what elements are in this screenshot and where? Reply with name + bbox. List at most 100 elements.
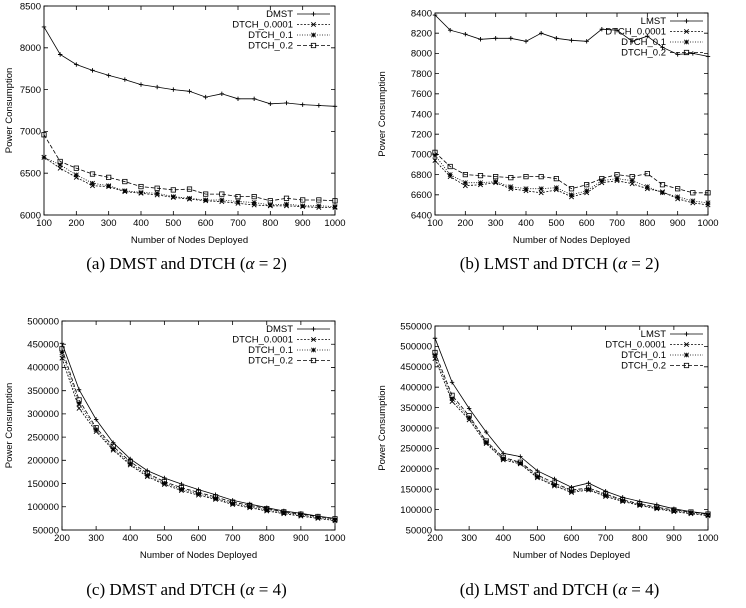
data-point [59, 346, 65, 352]
caption-a-suffix: = 2) [254, 254, 287, 273]
legend-marker [684, 18, 689, 24]
data-point [500, 454, 506, 460]
data-point [675, 52, 680, 57]
x-tick-label: 600 [198, 218, 214, 229]
data-point [178, 486, 184, 492]
data-point [552, 476, 557, 482]
chart-panel-b: 100 200 300 400 500 600 700 800 900 1000 6400 6600 6… [373, 0, 746, 255]
data-point [106, 174, 112, 180]
y-tick-label: 200000 [27, 456, 59, 467]
x-tick-label: 100 [36, 218, 52, 229]
data-point [493, 36, 498, 41]
data-point [93, 417, 99, 422]
data-point [187, 195, 192, 201]
series-line [434, 152, 708, 194]
x-tick-label: 700 [598, 533, 614, 544]
legend-label: DTCH_0.1 [248, 30, 293, 41]
y-tick-label: 100000 [27, 502, 59, 513]
legend-marker [683, 28, 690, 35]
legend-label: DTCH_0.1 [621, 37, 666, 48]
x-tick-label: 900 [295, 218, 311, 229]
series-DTCH_0.2 [432, 149, 711, 196]
legend-label: LMST [641, 16, 667, 27]
series-line [434, 160, 709, 206]
data-point [267, 202, 273, 208]
data-point [203, 94, 208, 100]
y-tick-label: 50000 [406, 525, 432, 536]
y-tick-label: 400000 [400, 383, 432, 394]
data-point [568, 487, 575, 493]
x-tick-label: 900 [293, 533, 309, 544]
data-point [705, 54, 711, 59]
data-point [432, 336, 438, 341]
data-point [620, 498, 626, 504]
data-point [644, 184, 650, 190]
data-point [660, 45, 665, 50]
caption-d-prefix: (d) LMST and DTCH ( [459, 580, 619, 599]
series-DTCH_0.0001 [59, 355, 338, 524]
data-point [584, 188, 590, 194]
data-point [251, 199, 257, 205]
y-tick-label: 350000 [400, 403, 432, 414]
x-tick-label: 600 [564, 533, 580, 544]
data-point [705, 200, 711, 206]
data-point [603, 491, 609, 497]
series-DTCH_0.0001 [41, 154, 338, 210]
data-point [690, 198, 696, 204]
x-tick-label: 400 [133, 218, 149, 229]
y-tick-label: 8000 [20, 43, 41, 54]
data-point [138, 82, 144, 87]
y-tick-label: 100000 [400, 505, 432, 516]
data-point [76, 405, 82, 411]
data-point [106, 183, 112, 189]
data-point [213, 495, 219, 501]
data-point [122, 77, 128, 82]
y-tick-label: 150000 [400, 485, 432, 496]
legend-label: LMST [641, 329, 667, 340]
chart-b-svg: 100 200 300 400 500 600 700 800 900 1000 6400 6600 6… [377, 8, 719, 246]
y-tick-label: 7000 [20, 127, 41, 138]
legend-label: DTCH_0.1 [621, 350, 666, 361]
caption-b-suffix: = 2) [627, 254, 660, 273]
data-point [195, 489, 202, 495]
data-point [603, 492, 609, 498]
data-point [538, 186, 544, 192]
data-point [59, 355, 65, 361]
data-point [76, 387, 82, 392]
data-point [705, 512, 711, 518]
data-point [449, 380, 455, 385]
y-tick-label: 450000 [400, 362, 432, 373]
x-tick-label: 500 [529, 533, 545, 544]
data-point [219, 197, 225, 203]
y-axis-label: Power Consumption [377, 385, 388, 471]
series-LMST [432, 12, 711, 59]
data-point [264, 506, 270, 512]
chart-d-svg: 200 300 400 500 600 700 800 900 1000 50000 100000 1… [377, 321, 719, 561]
series-line [434, 352, 709, 515]
series-DTCH_0.2 [59, 346, 338, 522]
x-tick-label: 300 [101, 218, 117, 229]
x-tick-label: 300 [461, 533, 477, 544]
series-DTCH_0.1 [59, 350, 338, 523]
legend-marker [684, 331, 689, 337]
data-point [203, 197, 209, 203]
data-point [569, 192, 574, 198]
data-point [523, 174, 529, 180]
data-point [170, 194, 176, 200]
data-point [145, 468, 150, 473]
series-DTCH_0.1 [432, 152, 711, 206]
x-tick-label: 1000 [697, 533, 718, 544]
y-tick-label: 6000 [20, 210, 41, 221]
data-point [219, 91, 225, 96]
series-line [434, 355, 709, 516]
x-tick-label: 800 [259, 533, 275, 544]
y-tick-label: 7000 [411, 150, 432, 161]
legend-marker [311, 11, 316, 17]
data-point [675, 186, 681, 192]
y-tick-label: 6500 [20, 169, 41, 180]
data-point [538, 31, 544, 36]
y-tick-label: 250000 [400, 444, 432, 455]
data-point [466, 413, 472, 419]
data-point [187, 89, 192, 94]
